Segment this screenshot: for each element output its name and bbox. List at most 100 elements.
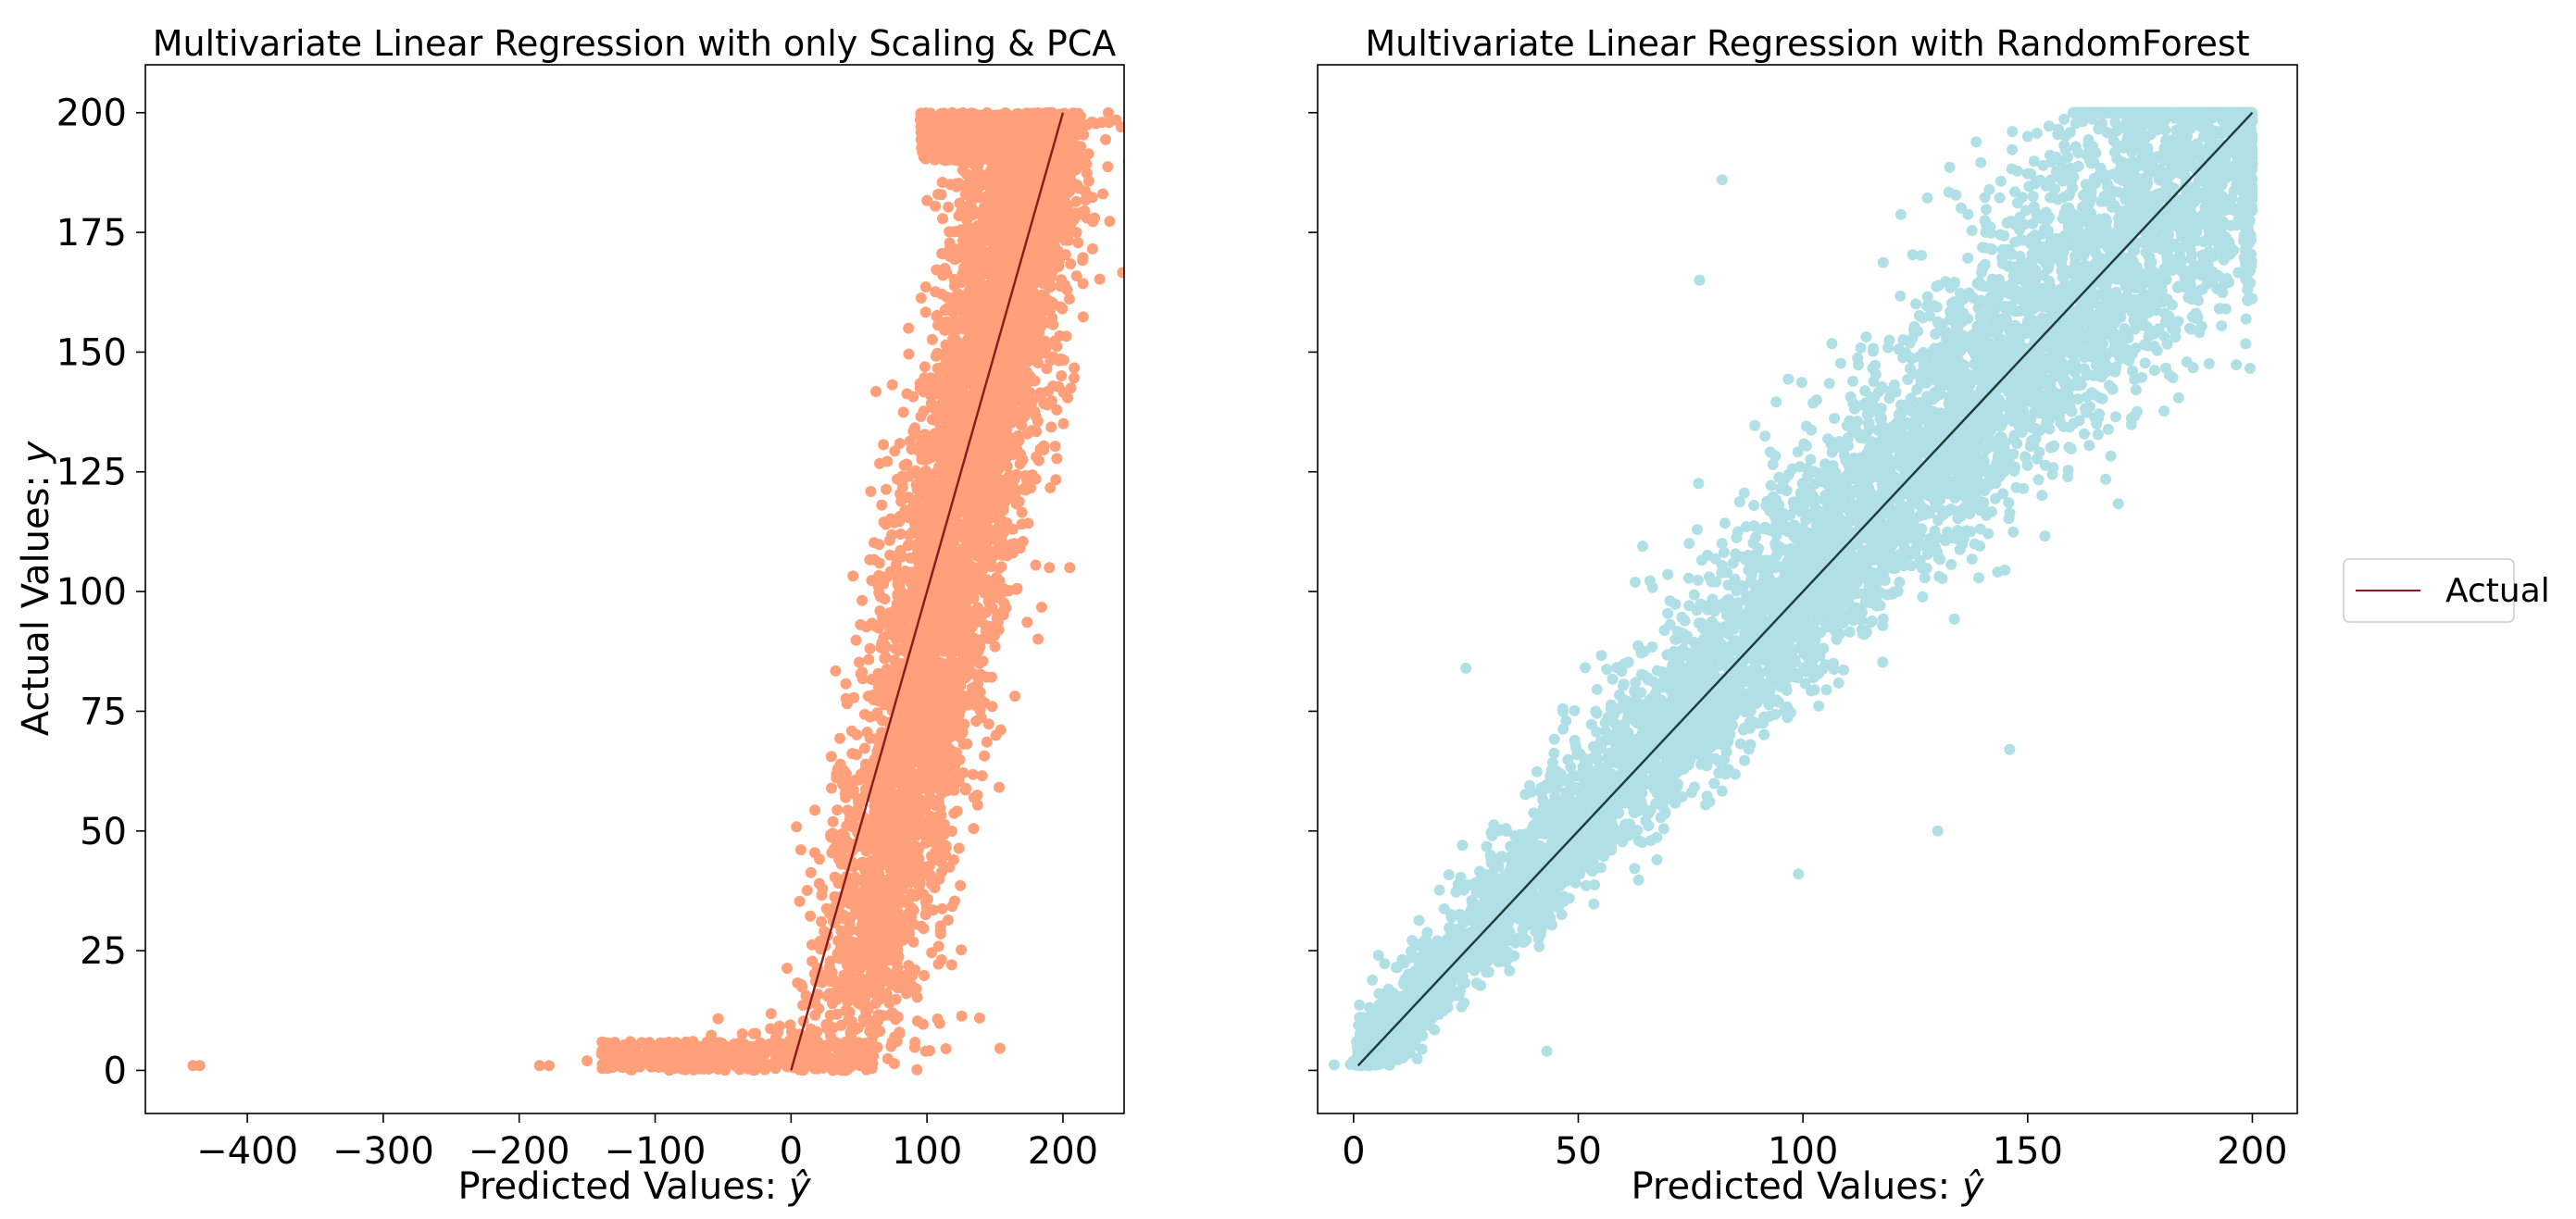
scatter-point — [970, 382, 982, 394]
scatter-point — [890, 993, 902, 1005]
scatter-point — [863, 987, 875, 999]
scatter-point — [1053, 230, 1065, 243]
scatter-point — [936, 902, 948, 914]
scatter-point — [956, 944, 968, 956]
scatter-point — [956, 646, 967, 658]
scatter-point — [854, 797, 866, 809]
scatter-point — [908, 566, 920, 578]
scatter-point — [959, 323, 971, 335]
scatter-point — [1087, 216, 1099, 228]
scatter-point — [1094, 273, 1106, 285]
scatter-point — [1059, 181, 1071, 193]
scatter-point — [1014, 542, 1026, 554]
scatter-point — [897, 406, 909, 418]
scatter-point — [1014, 358, 1026, 370]
scatter-point — [953, 842, 965, 854]
scatter-point — [825, 751, 837, 763]
scatter-point — [1051, 453, 1063, 465]
scatter-point — [901, 388, 913, 400]
scatter-point — [825, 831, 837, 843]
scatter-point — [882, 785, 894, 796]
scatter-point — [1115, 121, 1124, 133]
scatter-point — [987, 412, 999, 424]
scatter-point — [805, 866, 817, 878]
scatter-point — [919, 449, 930, 461]
scatter-point — [971, 790, 983, 802]
scatter-point — [905, 758, 917, 770]
scatter-point — [937, 607, 949, 618]
scatter-point — [809, 1009, 821, 1021]
scatter-point — [1020, 339, 1032, 351]
scatter-point — [736, 1028, 748, 1039]
scatter-point — [801, 885, 813, 896]
scatter-point — [814, 853, 825, 865]
scatter-point — [969, 645, 981, 657]
scatter-point — [1017, 454, 1029, 466]
scatter-point — [907, 728, 919, 739]
scatter-point — [858, 708, 870, 720]
scatter-point — [826, 847, 838, 859]
scatter-point — [939, 263, 951, 274]
scatter-point — [874, 605, 886, 616]
scatter-point — [1044, 482, 1057, 493]
scatter-point — [840, 1004, 852, 1016]
scatter-point — [851, 728, 863, 740]
scatter-point — [961, 574, 973, 586]
scatter-point — [921, 893, 933, 905]
scatter-point — [901, 458, 913, 470]
scatter-point — [932, 796, 944, 808]
scatter-point — [890, 558, 902, 570]
scatter-point — [857, 673, 869, 685]
scatter-point — [1021, 475, 1033, 486]
scatter-point — [1021, 616, 1033, 628]
scatter-point — [967, 768, 979, 780]
scatter-point — [870, 386, 882, 397]
scatter-point — [959, 180, 971, 192]
scatter-point — [919, 306, 932, 318]
scatter-point — [955, 879, 967, 891]
scatter-point — [1082, 148, 1094, 160]
scatter-point — [855, 618, 867, 630]
scatter-point — [1007, 336, 1019, 348]
scatter-point — [894, 529, 907, 540]
scatter-point — [1045, 395, 1057, 407]
scatter-point — [1097, 188, 1109, 200]
scatter-point — [891, 1036, 903, 1048]
scatter-point — [896, 883, 908, 895]
scatter-point — [916, 554, 928, 566]
scatter-point — [993, 175, 1004, 187]
scatter-point — [957, 659, 969, 671]
scatter-point — [901, 969, 913, 981]
scatter-point — [1049, 187, 1061, 199]
scatter-point — [911, 493, 923, 505]
scatter-point — [996, 549, 1008, 561]
scatter-point — [878, 822, 889, 834]
scatter-point — [1070, 270, 1082, 282]
scatter-point — [933, 873, 945, 885]
scatter-point — [773, 1020, 785, 1032]
scatter-point — [850, 749, 862, 761]
scatter-point — [1051, 404, 1063, 416]
scatter-point — [936, 177, 948, 188]
scatter-point — [1047, 380, 1059, 392]
scatter-point — [1050, 474, 1062, 486]
scatter-point — [1030, 559, 1042, 571]
scatter-point — [1069, 362, 1081, 374]
scatter-point — [882, 455, 894, 467]
scatter-point — [946, 367, 958, 379]
scatter-point — [1002, 493, 1014, 504]
scatter-point — [935, 189, 947, 201]
scatter-point — [1012, 217, 1024, 229]
scatter-point — [965, 630, 977, 642]
scatter-point — [973, 356, 985, 368]
left-scatter-points — [187, 106, 1124, 1076]
scatter-point — [943, 914, 954, 926]
scatter-point — [931, 781, 943, 793]
scatter-point — [911, 429, 923, 441]
scatter-point — [981, 606, 993, 618]
scatter-point — [909, 840, 921, 852]
scatter-point — [765, 1008, 777, 1020]
scatter-point — [857, 918, 869, 930]
scatter-point — [1104, 216, 1116, 228]
scatter-point — [865, 486, 877, 497]
